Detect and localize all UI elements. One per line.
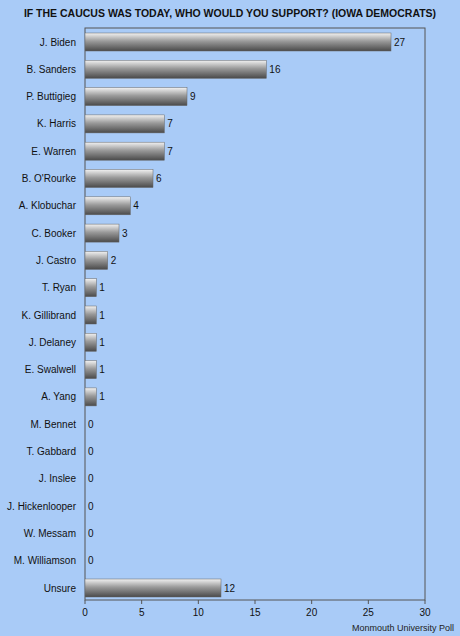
- category-label: W. Messam: [24, 528, 76, 539]
- data-label: 6: [156, 173, 162, 184]
- data-label: 16: [269, 64, 281, 75]
- bar: [85, 579, 221, 597]
- tick-label: 15: [249, 607, 261, 618]
- plot-frame: [85, 28, 425, 600]
- category-label: P. Buttigieg: [26, 91, 76, 102]
- data-label: 7: [167, 118, 173, 129]
- category-label: J. Hickenlooper: [7, 501, 77, 512]
- data-label: 1: [99, 391, 105, 402]
- bar: [85, 333, 96, 351]
- data-label: 27: [394, 37, 406, 48]
- tick-label: 30: [419, 607, 431, 618]
- bar: [85, 142, 164, 160]
- category-label: J. Inslee: [39, 473, 77, 484]
- data-label: 1: [99, 364, 105, 375]
- title: IF THE CAUCUS WAS TODAY, WHO WOULD YOU S…: [24, 7, 436, 19]
- tick-label: 25: [363, 607, 375, 618]
- data-label: 2: [111, 255, 117, 266]
- bar: [85, 115, 164, 133]
- bar: [85, 497, 86, 515]
- tick-label: 5: [139, 607, 145, 618]
- category-label: A. Yang: [41, 391, 76, 402]
- category-label: B. Sanders: [27, 64, 76, 75]
- data-label: 0: [88, 419, 94, 430]
- bar: [85, 197, 130, 215]
- background: [0, 0, 460, 636]
- category-label: J. Biden: [40, 37, 76, 48]
- bar: [85, 33, 391, 51]
- data-label: 1: [99, 337, 105, 348]
- data-label: 4: [133, 200, 139, 211]
- tick-mark: [198, 600, 199, 604]
- tick-label: 0: [82, 607, 88, 618]
- data-label: 12: [224, 583, 236, 594]
- category-label: M. Williamson: [14, 555, 76, 566]
- chart: IF THE CAUCUS WAS TODAY, WHO WOULD YOU S…: [0, 0, 460, 636]
- data-label: 0: [88, 528, 94, 539]
- category-label: K. Gillibrand: [22, 310, 76, 321]
- data-label: 3: [122, 228, 128, 239]
- tick-mark: [141, 600, 142, 604]
- bar: [85, 60, 266, 78]
- category-label: K. Harris: [37, 118, 76, 129]
- category-label: T. Ryan: [42, 282, 76, 293]
- category-label: J. Delaney: [29, 337, 76, 348]
- data-label: 0: [88, 473, 94, 484]
- data-label: 0: [88, 555, 94, 566]
- tick-mark: [425, 600, 426, 604]
- tick-mark: [85, 600, 86, 604]
- category-label: B. O'Rourke: [22, 173, 77, 184]
- category-label: E. Swalwell: [25, 364, 76, 375]
- data-label: 9: [190, 91, 196, 102]
- tick-mark: [368, 600, 369, 604]
- bar: [85, 470, 86, 488]
- category-label: T. Gabbard: [27, 446, 76, 457]
- bar: [85, 388, 96, 406]
- data-label: 1: [99, 310, 105, 321]
- data-label: 7: [167, 146, 173, 157]
- tick-mark: [311, 600, 312, 604]
- data-label: 0: [88, 501, 94, 512]
- data-label: 0: [88, 446, 94, 457]
- bar: [85, 443, 86, 461]
- category-label: J. Castro: [36, 255, 76, 266]
- bars: [85, 33, 391, 597]
- tick-label: 20: [306, 607, 318, 618]
- bar: [85, 170, 153, 188]
- bar: [85, 279, 96, 297]
- category-label: E. Warren: [31, 146, 76, 157]
- source: Monmouth University Poll: [352, 623, 454, 633]
- category-label: C. Booker: [32, 228, 77, 239]
- bar: [85, 361, 96, 379]
- bar: [85, 306, 96, 324]
- bar: [85, 552, 86, 570]
- category-label: Unsure: [44, 583, 77, 594]
- data-label: 1: [99, 282, 105, 293]
- tick-mark: [255, 600, 256, 604]
- category-label: M. Bennet: [30, 419, 76, 430]
- bar: [85, 524, 86, 542]
- category-label: A. Klobuchar: [19, 200, 77, 211]
- bar: [85, 224, 119, 242]
- tick-label: 10: [193, 607, 205, 618]
- bar: [85, 88, 187, 106]
- bar: [85, 415, 86, 433]
- bar: [85, 251, 108, 269]
